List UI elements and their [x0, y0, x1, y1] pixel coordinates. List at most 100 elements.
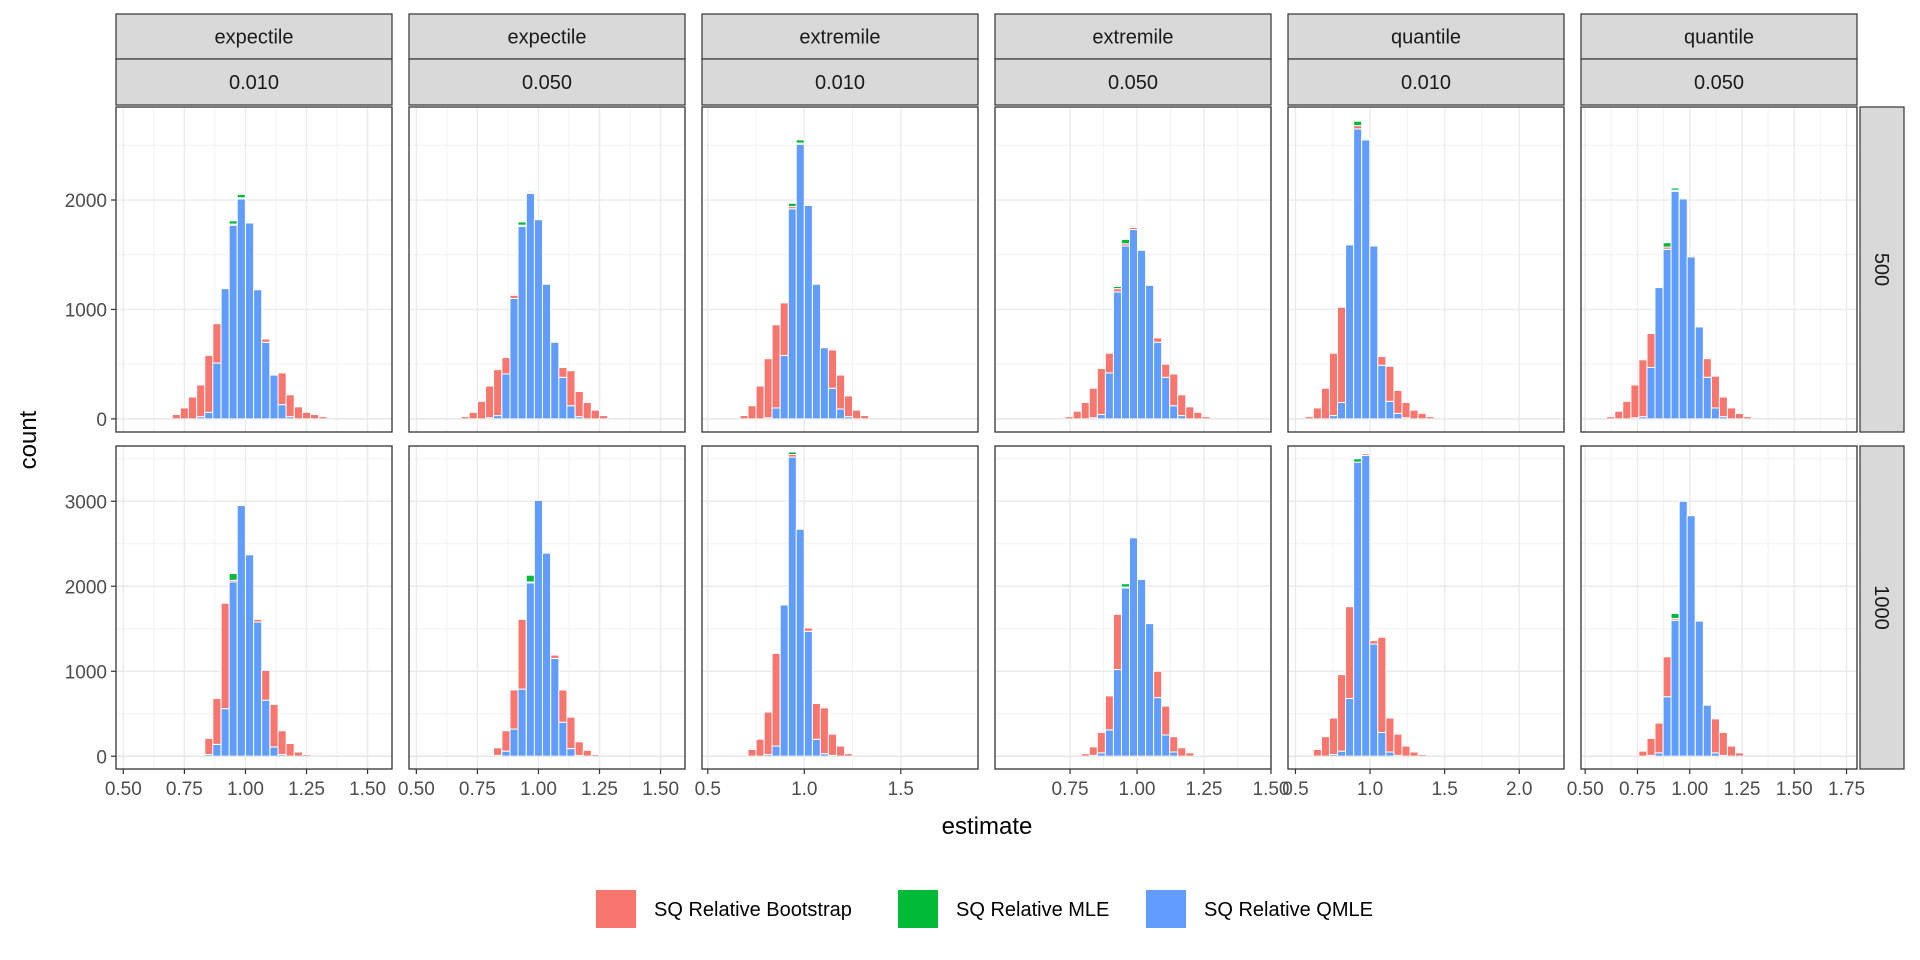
bar-boot-13	[1185, 752, 1195, 757]
bar-boot-3	[771, 652, 781, 747]
bar-qmle-2	[220, 708, 230, 757]
legend-key-1	[898, 890, 938, 928]
bar-boot-16	[1734, 412, 1745, 420]
bar-qmle-10	[1161, 734, 1171, 757]
bar-qmle-7	[1694, 620, 1704, 757]
bar-qmle-10	[1686, 256, 1696, 420]
panel-background	[1288, 446, 1564, 769]
panel-r0-c5	[1580, 106, 1858, 433]
panel-border	[994, 445, 1272, 770]
panel-border	[1287, 445, 1565, 770]
strip-top-label-0: expectile	[215, 27, 294, 49]
y-tick-label: 1000	[65, 662, 107, 683]
bar-qmle-6	[1353, 128, 1363, 420]
bar-qmle-5	[787, 456, 797, 757]
bar-boot-10	[574, 741, 584, 756]
bar-boot-1	[747, 405, 757, 420]
panel-border	[701, 445, 979, 770]
bar-qmle-8	[1129, 229, 1139, 420]
bar-mle-6	[1353, 120, 1363, 127]
bar-qmle-4	[779, 604, 789, 757]
bar-boot-7	[550, 654, 560, 659]
bar-boot-7	[803, 627, 813, 632]
bar-boot-4	[493, 369, 503, 417]
bar-boot-4	[771, 324, 781, 409]
x-tick-label: 0.75	[459, 779, 496, 800]
bar-qmle-9	[811, 283, 821, 420]
bar-qmle-4	[1096, 413, 1106, 420]
bar-qmle-6	[1112, 291, 1122, 420]
strip-sub-label-5: 0.050	[1694, 72, 1744, 94]
legend-key-0	[596, 890, 636, 928]
bar-boot-10	[1161, 705, 1171, 736]
panel-border	[408, 445, 686, 770]
bar-qmle-7	[261, 699, 271, 757]
bar-qmle-2	[1096, 752, 1106, 757]
bar-boot-16	[293, 406, 304, 420]
bar-qmle-10	[819, 347, 829, 420]
bar-boot-17	[301, 411, 312, 420]
bar-boot-13	[1169, 373, 1179, 407]
bar-mle-6	[1112, 285, 1122, 290]
bar-qmle-3	[517, 688, 527, 757]
bar-boot-1	[755, 738, 765, 757]
strip-top-label-1: expectile	[508, 27, 587, 49]
panel-border	[115, 445, 393, 770]
strip-sub-1	[408, 58, 686, 106]
bar-boot-0	[1312, 748, 1322, 757]
x-tick-label: 0.5	[1282, 779, 1308, 800]
panel-background	[1581, 446, 1857, 769]
panel-r0-c2	[701, 106, 979, 433]
bar-boot-18	[310, 413, 320, 420]
strip-sub-label-1: 0.050	[522, 72, 572, 94]
bar-qmle-13	[1710, 407, 1720, 420]
panel-border	[994, 106, 1272, 433]
bar-boot-1	[501, 730, 511, 752]
bar-qmle-6	[795, 528, 805, 757]
bar-qmle-5	[1353, 461, 1363, 757]
bar-mle-5	[1353, 458, 1363, 463]
bar-boot-12	[1177, 747, 1187, 757]
bar-qmle-9	[1137, 249, 1147, 420]
bar-boot-1	[171, 413, 181, 420]
x-tick-label: 1.00	[520, 779, 557, 800]
bar-qmle-6	[787, 208, 797, 420]
bar-qmle-5	[1345, 244, 1355, 420]
x-tick-label: 0.75	[1052, 779, 1089, 800]
bar-mle-7	[1361, 137, 1371, 140]
bar-qmle-11	[827, 387, 837, 420]
bar-qmle-13	[269, 374, 279, 420]
bar-boot-9	[277, 730, 287, 756]
bar-boot-9	[1377, 355, 1387, 366]
panel-border	[1580, 445, 1858, 770]
bar-boot-7	[1369, 640, 1379, 645]
bar-boot-5	[501, 357, 511, 375]
bar-boot-13	[566, 370, 576, 407]
bar-qmle-6	[541, 552, 552, 757]
bar-qmle-7	[220, 288, 230, 420]
x-tick-label: 0.75	[1619, 779, 1656, 800]
bar-mle-5	[787, 451, 797, 456]
bar-boot-2	[1654, 722, 1664, 754]
bar-qmle-9	[566, 748, 576, 757]
bar-mle-9	[236, 194, 246, 199]
bar-boot-11	[1169, 736, 1179, 753]
bar-boot-2	[1622, 400, 1632, 420]
bar-boot-11	[1153, 337, 1163, 343]
y-tick-label: 2000	[65, 577, 107, 598]
row-strip-1	[1859, 445, 1905, 770]
bar-qmle-6	[212, 362, 222, 420]
bar-qmle-7	[550, 658, 560, 757]
bar-qmle-10	[541, 283, 552, 420]
bar-boot-11	[827, 349, 837, 389]
strip-top-label-2: extremile	[799, 27, 880, 49]
bar-qmle-13	[566, 405, 576, 420]
x-tick-label: 1.5	[1431, 779, 1457, 800]
panel-r1-c4	[1287, 445, 1565, 770]
bar-qmle-3	[1337, 750, 1347, 757]
bar-mle-7	[795, 139, 805, 144]
panel-r1-c0	[115, 445, 393, 770]
x-tick-label: 1.50	[1253, 779, 1290, 800]
bar-boot-5	[1646, 333, 1656, 368]
